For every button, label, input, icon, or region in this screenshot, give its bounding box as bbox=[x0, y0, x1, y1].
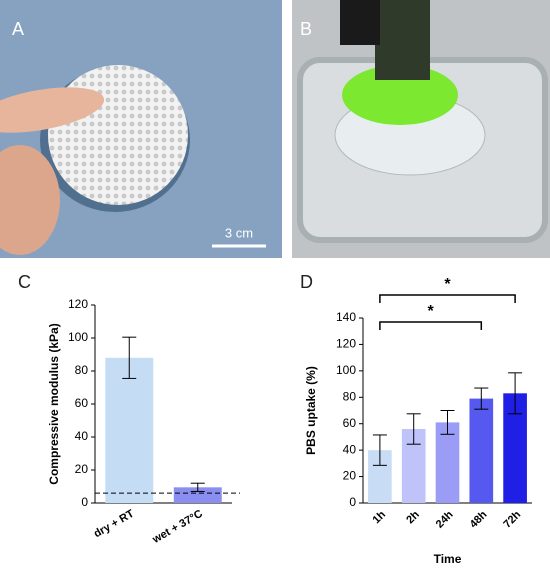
x-tick-label: wet + 37°C bbox=[150, 508, 205, 547]
x-tick-label: 24h bbox=[434, 509, 456, 531]
y-tick-label: 0 bbox=[349, 495, 356, 509]
significance-label: * bbox=[427, 303, 434, 320]
panel-label: C bbox=[18, 272, 31, 292]
y-axis-label: Compressive modulus (kPa) bbox=[47, 323, 61, 484]
y-tick-label: 20 bbox=[343, 469, 357, 483]
bar bbox=[401, 429, 426, 503]
bar bbox=[503, 393, 527, 503]
bar bbox=[173, 487, 222, 503]
y-tick-label: 100 bbox=[336, 363, 356, 377]
y-tick-label: 20 bbox=[75, 462, 89, 476]
y-tick-label: 80 bbox=[343, 389, 357, 403]
bar bbox=[435, 422, 460, 503]
y-tick-label: 40 bbox=[75, 429, 89, 443]
y-tick-label: 120 bbox=[68, 297, 88, 311]
y-tick-label: 100 bbox=[68, 330, 88, 344]
x-axis-label: Time bbox=[434, 552, 462, 566]
y-tick-label: 140 bbox=[336, 310, 356, 324]
y-tick-label: 0 bbox=[81, 495, 88, 509]
x-tick-label: 48h bbox=[468, 509, 490, 531]
panel-label: B bbox=[300, 19, 312, 39]
y-tick-label: 120 bbox=[336, 337, 356, 351]
x-tick-label: 72h bbox=[501, 509, 523, 531]
panel-label: A bbox=[12, 19, 24, 39]
x-tick-label: dry + RT bbox=[92, 508, 137, 541]
photo-b bbox=[292, 0, 550, 258]
significance-bracket bbox=[379, 321, 483, 330]
photo-a bbox=[0, 0, 282, 258]
scale-bar-label: 3 cm bbox=[225, 225, 253, 240]
y-tick-label: 80 bbox=[75, 363, 89, 377]
bar bbox=[368, 450, 392, 503]
y-axis-label: PBS uptake (%) bbox=[304, 366, 318, 455]
x-tick-label: 1h bbox=[371, 508, 389, 526]
bar bbox=[469, 398, 494, 503]
y-tick-label: 60 bbox=[343, 416, 357, 430]
significance-bracket bbox=[379, 294, 516, 303]
panel-label: D bbox=[300, 272, 313, 292]
significance-label: * bbox=[444, 276, 451, 293]
x-tick-label: 2h bbox=[404, 508, 422, 526]
y-tick-label: 40 bbox=[343, 442, 357, 456]
y-tick-label: 60 bbox=[75, 396, 89, 410]
bar bbox=[105, 357, 154, 503]
